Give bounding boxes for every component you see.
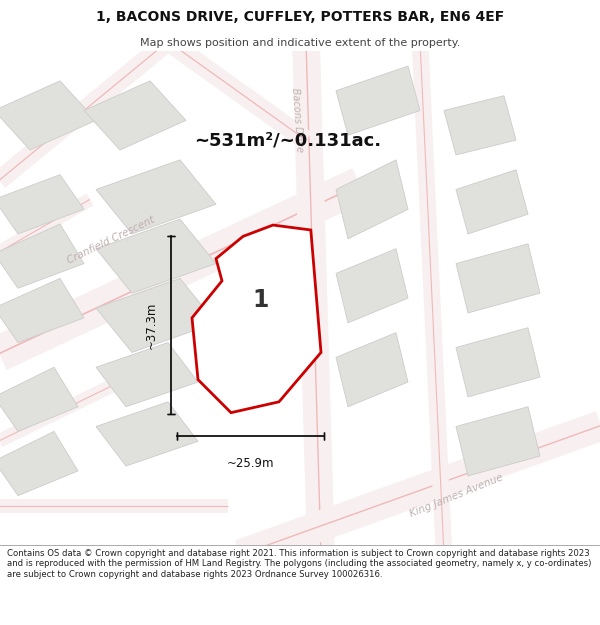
Polygon shape — [84, 81, 186, 150]
Text: 1, BACONS DRIVE, CUFFLEY, POTTERS BAR, EN6 4EF: 1, BACONS DRIVE, CUFFLEY, POTTERS BAR, E… — [96, 10, 504, 24]
Text: Bacons Drive: Bacons Drive — [290, 88, 304, 153]
Polygon shape — [192, 225, 321, 412]
Text: Cranfield Crescent: Cranfield Crescent — [65, 214, 157, 266]
Polygon shape — [444, 96, 516, 155]
Text: ~531m²/~0.131ac.: ~531m²/~0.131ac. — [194, 131, 382, 149]
Polygon shape — [336, 332, 408, 407]
Polygon shape — [96, 402, 198, 466]
Text: ~25.9m: ~25.9m — [227, 457, 274, 470]
Polygon shape — [456, 407, 540, 476]
Polygon shape — [456, 328, 540, 397]
Polygon shape — [336, 66, 420, 135]
Text: 1: 1 — [253, 288, 269, 312]
Text: King James Avenue: King James Avenue — [408, 472, 504, 519]
Polygon shape — [0, 81, 96, 150]
Polygon shape — [96, 219, 216, 293]
Polygon shape — [0, 224, 84, 288]
Polygon shape — [96, 160, 216, 234]
Polygon shape — [96, 342, 198, 407]
Polygon shape — [0, 174, 84, 234]
Polygon shape — [96, 278, 216, 352]
Polygon shape — [336, 249, 408, 322]
Polygon shape — [0, 368, 78, 431]
Polygon shape — [0, 431, 78, 496]
Polygon shape — [456, 244, 540, 313]
Text: Bacons Drive: Bacons Drive — [302, 276, 316, 341]
Text: Map shows position and indicative extent of the property.: Map shows position and indicative extent… — [140, 38, 460, 48]
Polygon shape — [336, 160, 408, 239]
Text: ~37.3m: ~37.3m — [145, 302, 158, 349]
Text: Contains OS data © Crown copyright and database right 2021. This information is : Contains OS data © Crown copyright and d… — [7, 549, 592, 579]
Polygon shape — [0, 278, 84, 342]
Polygon shape — [456, 170, 528, 234]
